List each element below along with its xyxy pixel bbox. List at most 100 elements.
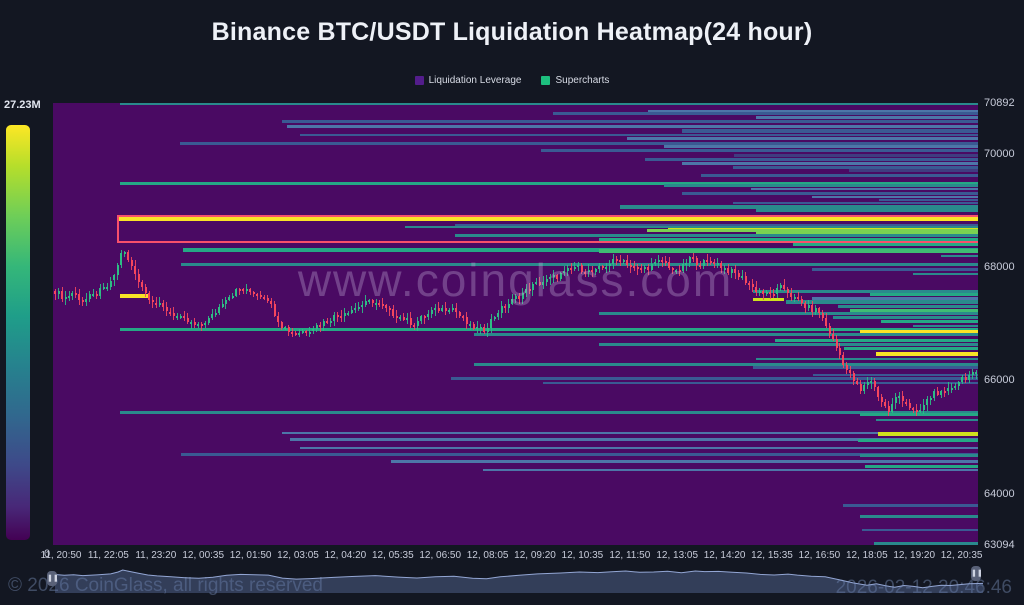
candle-body: [148, 292, 151, 301]
candle-wick: [239, 287, 241, 296]
liquidation-intensity-colorbar: [6, 125, 30, 540]
candle-wick: [222, 298, 223, 309]
liquidation-band: [873, 541, 978, 545]
navigator-minichart[interactable]: [54, 562, 985, 594]
candle-body: [776, 287, 779, 294]
liquidation-band: [811, 296, 978, 300]
x-axis-label: 12, 11:50: [609, 550, 651, 561]
candle-body: [905, 401, 908, 404]
candle-body: [772, 293, 775, 296]
candle-body: [228, 296, 231, 301]
candle-wick: [434, 304, 436, 317]
candle-wick: [92, 289, 94, 298]
candle-body: [898, 395, 901, 398]
liquidation-band: [753, 298, 784, 302]
candle-body: [671, 268, 674, 271]
liquidation-band: [647, 110, 978, 114]
liquidation-band: [869, 292, 978, 296]
candle-body: [821, 313, 824, 318]
legend-item-supercharts[interactable]: Supercharts: [541, 75, 609, 86]
candle-body: [95, 293, 98, 296]
liquidation-band: [862, 528, 978, 531]
candle-body: [556, 275, 559, 279]
legend-label: Liquidation Leverage: [428, 75, 522, 86]
liquidation-band: [913, 324, 978, 327]
candle-body: [786, 288, 789, 294]
candle-body: [678, 270, 681, 273]
candle-body: [183, 315, 186, 319]
liquidation-band: [859, 330, 978, 335]
liquidation-band: [733, 154, 978, 158]
candle-body: [709, 260, 712, 263]
candle-wick: [385, 304, 387, 313]
liquidation-band: [117, 217, 978, 221]
candle-body: [326, 320, 329, 323]
candle-body: [333, 315, 336, 322]
candle-body: [870, 381, 873, 384]
candle-body: [61, 290, 63, 300]
candle-body: [130, 260, 133, 266]
candle-body: [584, 271, 587, 274]
candle-body: [779, 285, 782, 288]
candle-wick: [462, 315, 464, 322]
candle-body: [954, 386, 957, 389]
candle-wick: [975, 369, 977, 379]
candle-body: [81, 300, 84, 303]
candle-body: [880, 396, 883, 402]
candle-wick: [201, 322, 202, 331]
candle-body: [605, 266, 608, 269]
candle-body: [141, 282, 144, 288]
candle-body: [877, 387, 880, 397]
liquidation-band: [455, 234, 978, 238]
candle-body: [654, 261, 656, 265]
candle-wick: [389, 306, 391, 316]
candle-body: [298, 333, 301, 336]
candle-wick: [358, 302, 359, 312]
liquidation-band: [876, 419, 978, 421]
candle-body: [399, 317, 402, 320]
candle-body: [85, 298, 88, 302]
candle-wick: [159, 297, 161, 307]
candle-body: [657, 260, 660, 263]
liquidation-band: [663, 184, 978, 188]
liquidation-band: [119, 103, 978, 106]
candle-body: [238, 289, 241, 292]
x-axis-label: 11, 23:20: [135, 550, 177, 561]
liquidation-band: [753, 366, 978, 370]
candle-body: [497, 313, 500, 317]
candle-body: [612, 259, 615, 265]
y-axis-label: 66000: [984, 374, 1015, 387]
candle-wick: [637, 263, 639, 276]
colorbar-min-label: 0: [44, 548, 51, 560]
candle-body: [479, 326, 482, 329]
candle-body: [706, 260, 709, 263]
legend-item-liquidation-leverage[interactable]: Liquidation Leverage: [414, 75, 522, 86]
navigator-right-handle[interactable]: ❚❚: [971, 566, 983, 581]
candle-body: [381, 303, 384, 306]
liquidation-band: [180, 262, 978, 266]
x-axis-label: 12, 20:35: [940, 550, 983, 561]
candle-body: [570, 268, 573, 271]
candle-body: [811, 304, 813, 312]
candle-body: [975, 372, 977, 374]
candle-body: [388, 307, 391, 310]
candle-body: [165, 306, 168, 312]
candle-body: [511, 298, 513, 304]
candle-body: [838, 347, 841, 355]
navigator-left-handle[interactable]: ❚❚: [47, 571, 59, 586]
candle-body: [797, 296, 800, 300]
candle-body: [378, 302, 381, 305]
candle-body: [273, 303, 276, 316]
candle-body: [305, 331, 308, 334]
liquidation-band: [300, 446, 978, 449]
candle-body: [800, 299, 803, 304]
candle-body: [259, 294, 262, 297]
y-axis-label: 70892: [984, 97, 1015, 109]
candle-body: [200, 323, 203, 326]
candle-body: [668, 261, 670, 269]
liquidation-band: [119, 181, 978, 185]
liquidation-band: [753, 290, 978, 294]
heatmap-plot-area[interactable]: www.coinglass.com: [53, 103, 978, 545]
candle-body: [608, 264, 611, 267]
candle-body: [448, 310, 451, 312]
